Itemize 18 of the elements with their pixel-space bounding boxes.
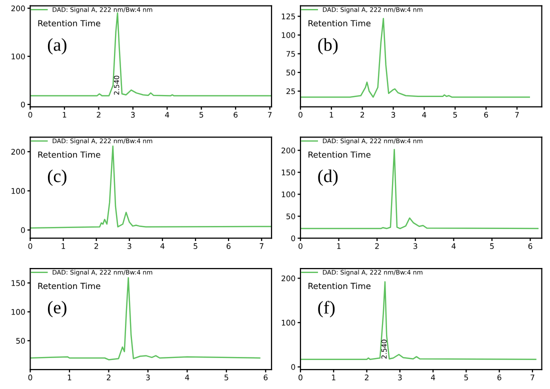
annotation: Retention Time bbox=[38, 282, 100, 290]
annotation: (f) bbox=[318, 300, 335, 318]
line-series bbox=[30, 12, 272, 96]
annotation: (a) bbox=[48, 38, 66, 55]
line-series bbox=[300, 18, 530, 98]
annotation: (d) bbox=[318, 170, 338, 186]
line-series bbox=[30, 277, 260, 360]
annotation: (c) bbox=[48, 170, 66, 186]
annotation: Retention Time bbox=[38, 20, 100, 26]
line-series bbox=[30, 146, 272, 229]
annotation: Retention Time bbox=[38, 151, 100, 158]
line-series bbox=[300, 281, 536, 360]
annotation: Retention Time bbox=[308, 20, 370, 26]
line-series bbox=[300, 148, 539, 230]
annotation: Retention Time bbox=[308, 151, 370, 158]
annotation: Retention Time bbox=[308, 282, 370, 290]
annotation: (b) bbox=[318, 38, 338, 55]
annotation: (e) bbox=[48, 300, 66, 318]
